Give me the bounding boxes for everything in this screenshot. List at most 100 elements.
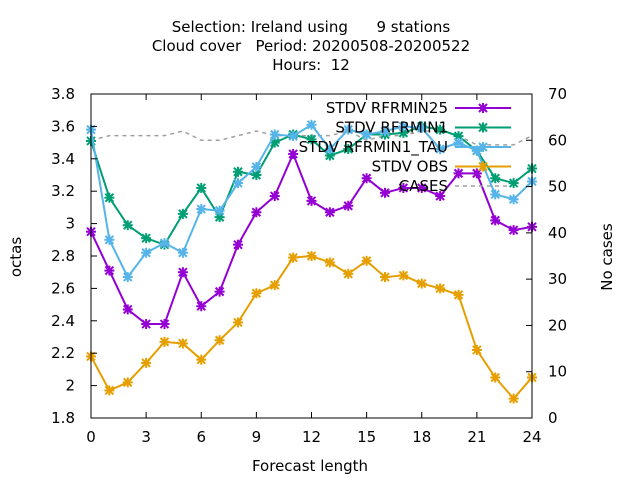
x-tick-label: 24	[522, 428, 541, 446]
data-point-stdv-rfrmin25	[159, 319, 170, 330]
data-point-stdv-rfrmin25	[453, 168, 464, 179]
legend-marker-stdv-rfrmin1-tau	[478, 142, 488, 152]
data-point-stdv-rfrmin1	[141, 233, 152, 244]
data-point-stdv-obs	[324, 257, 335, 268]
x-tick-label: 18	[412, 428, 431, 446]
data-point-stdv-rfrmin1-tau	[269, 129, 280, 140]
data-point-stdv-obs	[490, 372, 501, 383]
data-point-stdv-rfrmin1	[177, 208, 188, 219]
data-point-stdv-rfrmin25	[508, 225, 519, 236]
data-point-stdv-rfrmin1-tau	[490, 189, 501, 200]
data-point-stdv-rfrmin1	[233, 166, 243, 177]
y-tick-label: 2.8	[51, 247, 75, 265]
data-point-stdv-rfrmin25	[380, 187, 390, 198]
data-point-stdv-rfrmin1-tau	[306, 119, 317, 130]
data-point-stdv-rfrmin1-tau	[233, 178, 243, 189]
data-point-stdv-rfrmin25	[306, 195, 317, 206]
y-tick-label: 3.4	[51, 150, 75, 168]
chart-title-line-3: Hours: 12	[272, 56, 350, 74]
data-point-stdv-rfrmin25	[177, 267, 188, 278]
series-stdv-obs	[86, 251, 537, 404]
y-tick-label: 2.4	[51, 312, 75, 330]
data-point-stdv-rfrmin1	[508, 178, 519, 189]
y-tick-label: 2.6	[51, 279, 75, 297]
data-point-stdv-obs	[471, 344, 482, 355]
x-tick-label: 21	[467, 428, 486, 446]
data-point-stdv-rfrmin25	[288, 148, 299, 159]
data-point-stdv-obs	[159, 336, 170, 347]
legend-label-cases: CASES	[399, 177, 448, 195]
data-point-stdv-rfrmin1-tau	[398, 121, 409, 132]
data-point-stdv-obs	[453, 289, 464, 300]
data-point-stdv-rfrmin1-tau	[122, 272, 133, 283]
data-point-stdv-rfrmin25	[343, 200, 354, 211]
data-point-stdv-rfrmin1-tau	[159, 238, 170, 249]
x-tick-label: 9	[252, 428, 262, 446]
data-point-stdv-rfrmin25	[141, 319, 152, 330]
y-tick-label: 1.8	[51, 409, 75, 427]
data-point-stdv-rfrmin1-tau	[435, 144, 446, 155]
x-axis-label: Forecast length	[252, 457, 368, 475]
data-point-stdv-obs	[508, 393, 519, 404]
data-point-stdv-rfrmin1-tau	[104, 234, 115, 245]
legend-marker-stdv-rfrmin1	[478, 122, 488, 133]
data-point-stdv-rfrmin1	[306, 134, 317, 145]
x-tick-label: 15	[357, 428, 376, 446]
data-point-stdv-obs	[233, 317, 243, 328]
data-point-stdv-rfrmin25	[398, 182, 409, 193]
data-point-stdv-rfrmin25	[233, 239, 243, 250]
data-point-stdv-rfrmin1	[104, 192, 115, 203]
data-point-stdv-rfrmin1-tau	[196, 204, 207, 215]
x-tick-label: 6	[196, 428, 206, 446]
y2-tick-label: 0	[548, 409, 558, 427]
data-point-stdv-obs	[251, 288, 262, 299]
series-line-stdv-obs	[90, 254, 533, 401]
series-stdv-rfrmin1-tau	[86, 119, 537, 283]
data-point-stdv-rfrmin1-tau	[288, 131, 299, 142]
legend-label-stdv-obs: STDV OBS	[372, 158, 448, 176]
legend-marker-stdv-obs	[478, 161, 488, 172]
data-point-stdv-rfrmin25	[324, 207, 335, 218]
data-point-stdv-rfrmin25	[490, 215, 501, 226]
data-point-stdv-rfrmin25	[416, 182, 427, 193]
x-tick-label: 0	[86, 428, 96, 446]
data-point-stdv-obs	[196, 354, 207, 365]
data-point-stdv-rfrmin25	[269, 191, 280, 202]
y2-tick-label: 20	[548, 316, 567, 334]
data-point-stdv-obs	[177, 338, 188, 349]
data-point-stdv-obs	[269, 280, 280, 291]
y-tick-label: 2.2	[51, 344, 75, 362]
y2-tick-label: 40	[548, 224, 567, 242]
legend-label-stdv-rfrmin25: STDV RFRMIN25	[326, 99, 448, 117]
data-point-stdv-rfrmin1	[196, 182, 207, 193]
data-point-stdv-rfrmin25	[435, 191, 446, 202]
y-axis-label: octas	[7, 237, 25, 277]
data-point-stdv-rfrmin25	[122, 304, 133, 315]
data-point-stdv-rfrmin1-tau	[416, 123, 427, 134]
series-line-stdv-rfrmin25	[90, 151, 533, 326]
data-point-stdv-obs	[380, 272, 390, 283]
data-point-stdv-rfrmin1-tau	[324, 144, 335, 155]
data-point-stdv-rfrmin1-tau	[380, 126, 390, 137]
data-point-stdv-obs	[141, 357, 152, 368]
data-point-stdv-obs	[416, 278, 427, 289]
legend-marker-stdv-rfrmin25	[478, 103, 488, 113]
data-point-stdv-rfrmin25	[251, 207, 262, 218]
y-tick-label: 2	[65, 377, 75, 395]
data-point-stdv-rfrmin1-tau	[453, 137, 464, 148]
data-point-stdv-rfrmin1	[343, 144, 354, 155]
y2-tick-label: 10	[548, 363, 567, 381]
series-stdv-rfrmin25	[86, 148, 537, 330]
chart-title: Selection: Ireland using 9 stations Clou…	[152, 18, 470, 74]
data-point-stdv-obs	[398, 270, 409, 281]
data-point-stdv-obs	[214, 335, 225, 346]
data-point-stdv-obs	[435, 283, 446, 294]
data-point-stdv-obs	[361, 255, 372, 266]
legend-label-stdv-rfrmin1: STDV RFRMIN1	[335, 119, 448, 137]
chart-title-line-2: Cloud cover Period: 20200508-20200522	[152, 37, 470, 55]
x-tick-label: 12	[302, 428, 321, 446]
data-point-stdv-rfrmin1-tau	[361, 129, 372, 140]
y-tick-label: 3.8	[51, 85, 75, 103]
